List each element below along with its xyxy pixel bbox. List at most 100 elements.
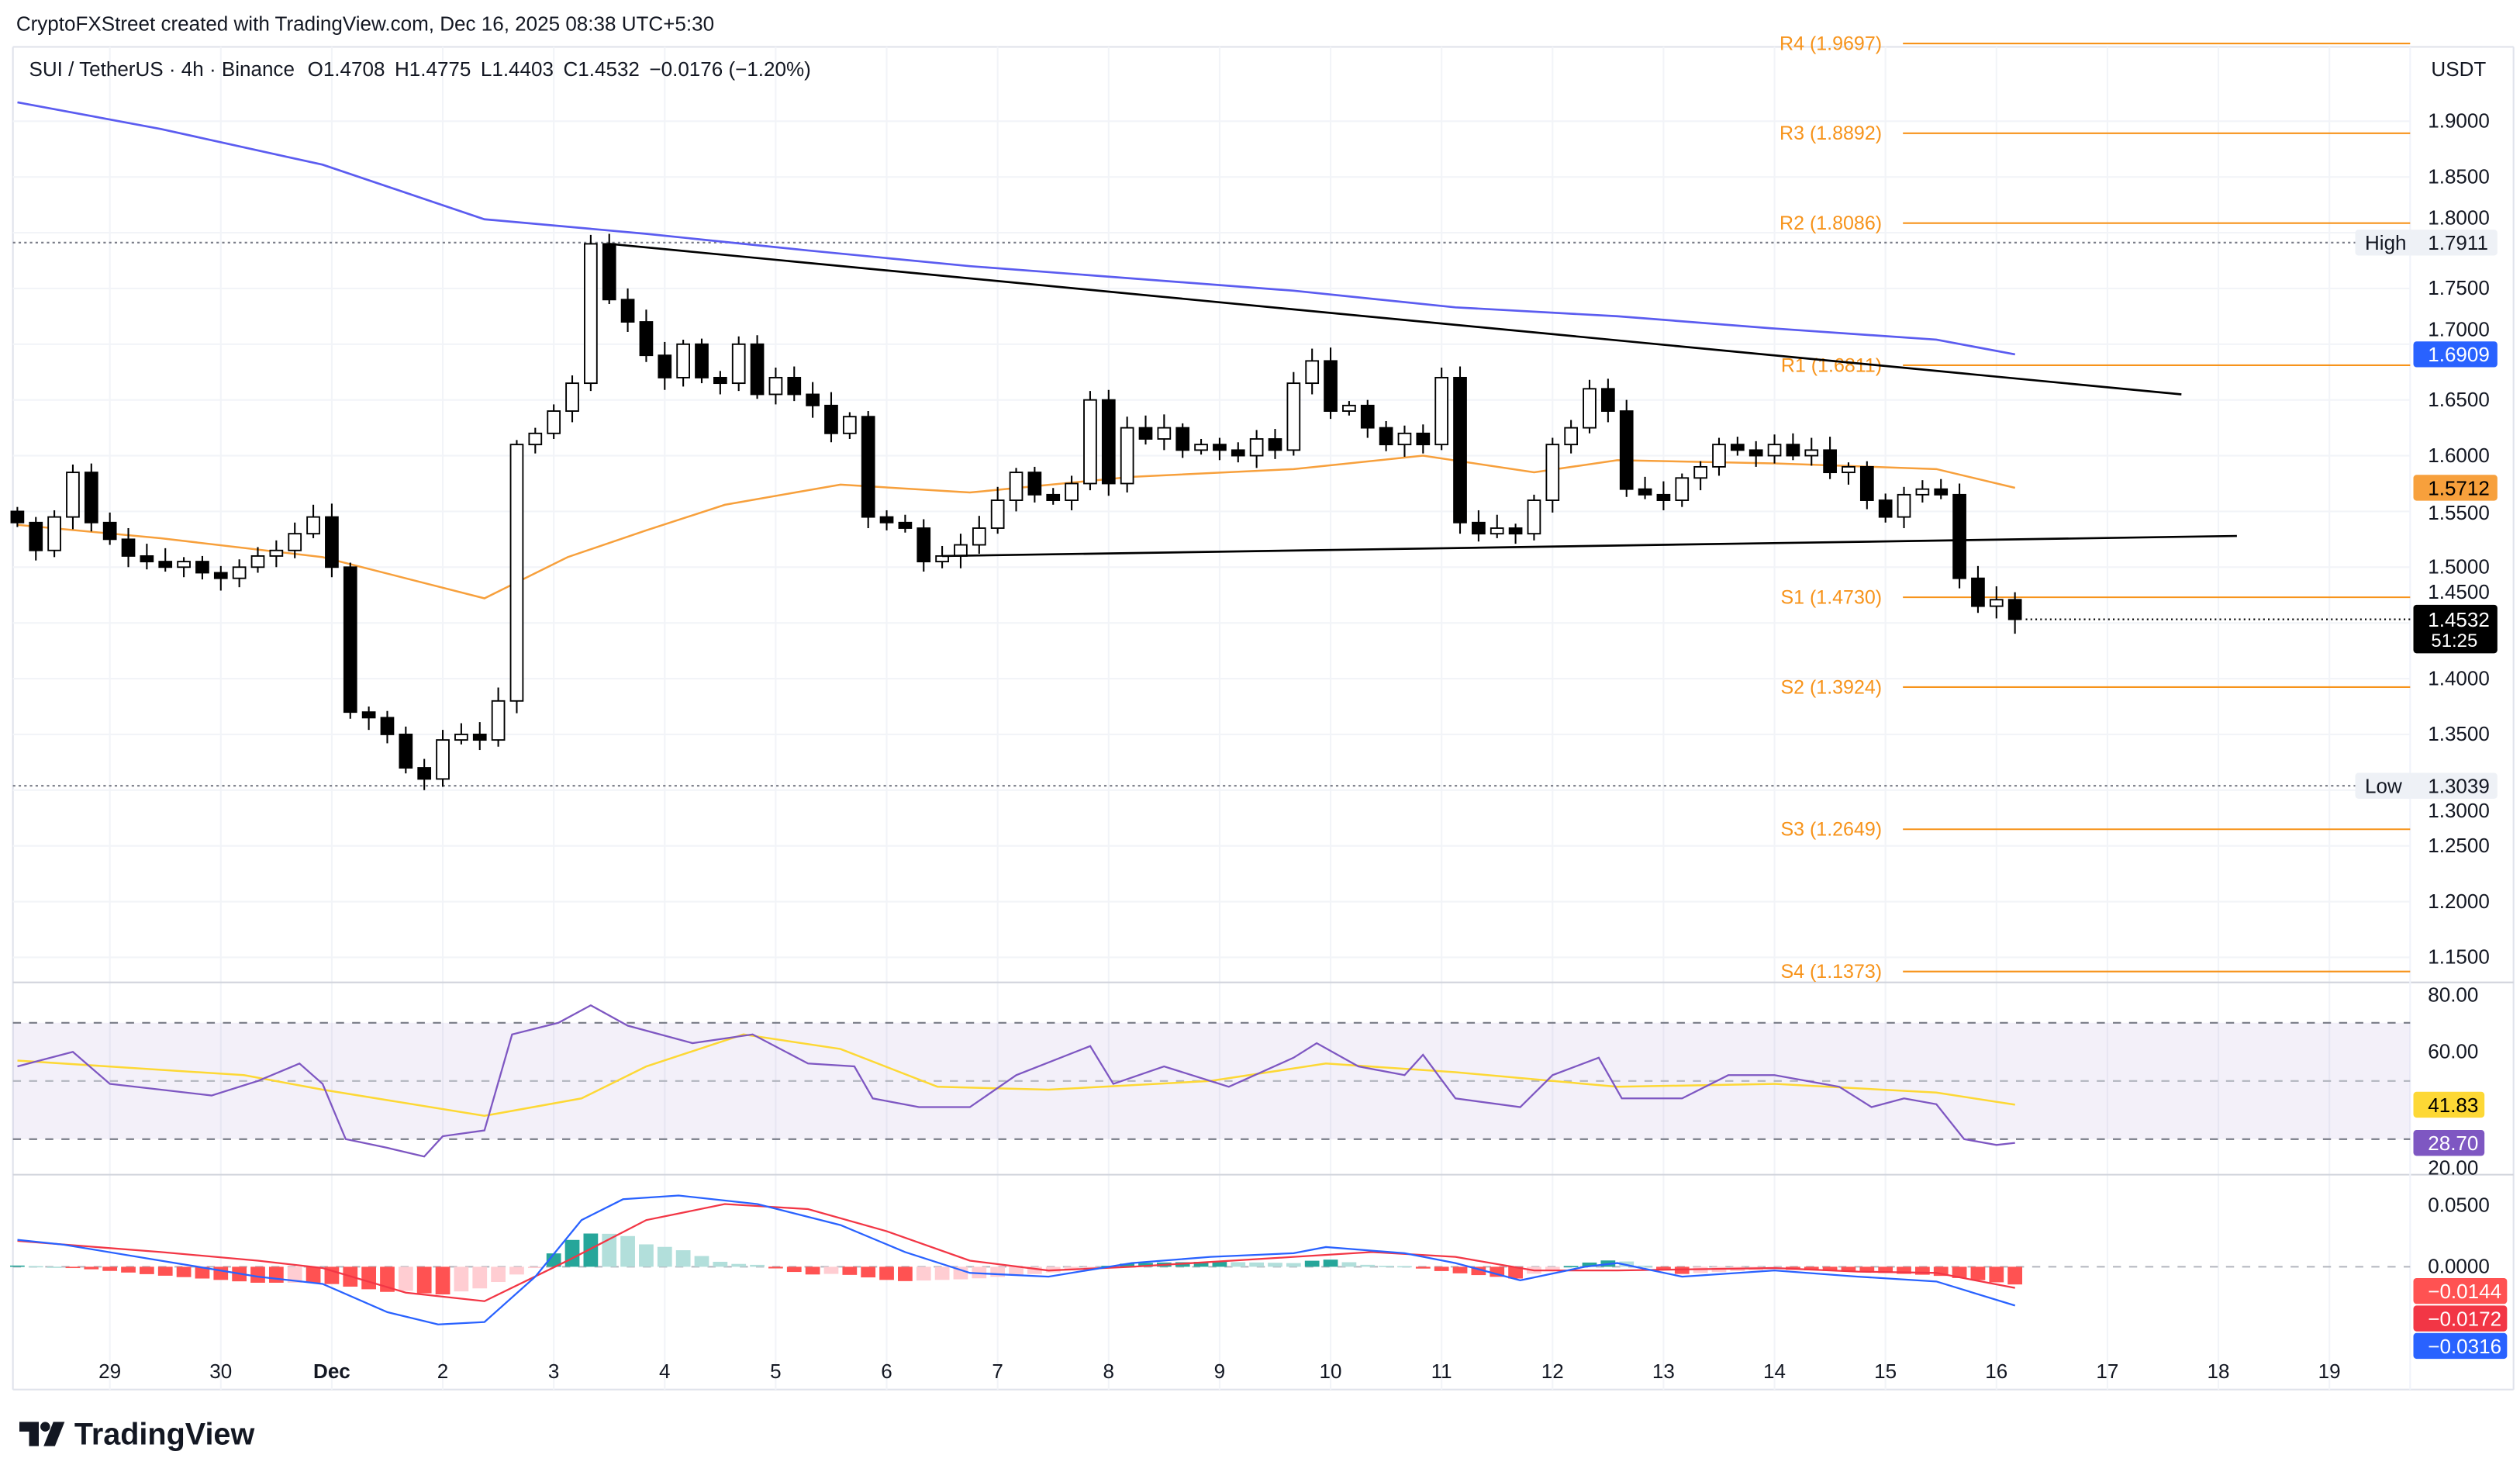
candle[interactable] — [436, 730, 450, 787]
candle[interactable] — [1305, 348, 1320, 395]
price-axis[interactable]: High 1.7911 Low 1.3039 1.6909 1.5712 1.453251:… — [2355, 109, 2508, 1360]
candle[interactable] — [1748, 441, 1763, 467]
macd-badge[interactable]: −0.0316 — [2413, 1332, 2508, 1360]
candle[interactable] — [380, 710, 395, 744]
candle[interactable] — [177, 557, 191, 578]
candle[interactable] — [972, 516, 986, 555]
candle[interactable] — [768, 367, 783, 405]
candle[interactable] — [1027, 466, 1042, 503]
candle[interactable] — [10, 506, 25, 527]
candle[interactable] — [1545, 437, 1560, 513]
candle[interactable] — [917, 519, 931, 572]
candle[interactable] — [232, 559, 247, 588]
candle[interactable] — [1971, 565, 1985, 613]
candle[interactable] — [1101, 389, 1116, 496]
candle[interactable] — [1490, 514, 1504, 538]
candle[interactable] — [2007, 592, 2022, 634]
candle[interactable] — [879, 510, 894, 530]
candle[interactable] — [990, 486, 1005, 534]
candle[interactable] — [1915, 480, 1930, 503]
candle[interactable] — [1897, 486, 1911, 528]
candle[interactable] — [1619, 399, 1634, 497]
candle[interactable] — [1194, 438, 1208, 455]
candle[interactable] — [84, 463, 98, 532]
candle[interactable] — [1046, 488, 1061, 505]
candle[interactable] — [140, 544, 154, 570]
candle[interactable] — [602, 233, 616, 305]
candle[interactable] — [1842, 462, 1855, 485]
candle[interactable] — [1342, 401, 1356, 416]
currency-label[interactable]: USDT — [2431, 57, 2486, 81]
tradingview-logo[interactable]: TradingView — [19, 1418, 254, 1452]
candle[interactable] — [1379, 420, 1393, 451]
candle[interactable] — [1083, 391, 1097, 491]
candle[interactable] — [250, 547, 265, 573]
time-axis[interactable]: 29 30 Dec 2 3 4 5 6 7 8 9 10 11 12 13 14 15 16 17 18 19 — [98, 1360, 2340, 1383]
candle[interactable] — [676, 340, 690, 387]
candle[interactable] — [399, 726, 413, 774]
candle[interactable] — [750, 335, 765, 399]
candle[interactable] — [417, 758, 432, 790]
candle[interactable] — [1712, 437, 1726, 476]
candle[interactable] — [1175, 423, 1190, 458]
candle[interactable] — [1786, 433, 1800, 461]
candle[interactable] — [1878, 493, 1893, 523]
candle[interactable] — [1767, 434, 1782, 464]
candle[interactable] — [1989, 586, 2004, 619]
macd-pane[interactable] — [10, 1194, 2411, 1325]
candle[interactable] — [1268, 429, 1282, 459]
candle[interactable] — [269, 540, 284, 568]
macd-histogram-badge[interactable]: −0.0144 — [2413, 1277, 2508, 1304]
candle[interactable] — [454, 723, 468, 745]
rsi-badge[interactable]: 28.70 — [2413, 1130, 2485, 1156]
candle[interactable] — [658, 341, 672, 390]
candle[interactable] — [1397, 425, 1412, 457]
candle[interactable] — [1472, 510, 1486, 542]
candle[interactable] — [1656, 481, 1671, 510]
candle[interactable] — [1952, 483, 1966, 589]
candle[interactable] — [806, 382, 820, 418]
candle[interactable] — [1416, 424, 1431, 454]
candle[interactable] — [861, 411, 875, 528]
candle[interactable] — [1120, 416, 1134, 492]
candle[interactable] — [1859, 461, 1874, 510]
candle[interactable] — [1360, 399, 1375, 438]
candle[interactable] — [1934, 479, 1949, 499]
candle[interactable] — [1730, 437, 1745, 456]
candle[interactable] — [158, 548, 173, 572]
candle[interactable] — [29, 517, 43, 561]
candle[interactable] — [954, 534, 968, 568]
candle[interactable] — [1638, 476, 1652, 499]
candle[interactable] — [713, 371, 727, 395]
candle[interactable] — [288, 522, 302, 558]
candle[interactable] — [842, 412, 857, 439]
candle[interactable] — [695, 338, 709, 384]
triangle-support-line[interactable] — [942, 534, 2237, 558]
candle[interactable] — [1508, 523, 1523, 544]
ma-long-badge[interactable]: 1.6909 — [2413, 341, 2498, 368]
candle[interactable] — [824, 392, 838, 443]
candle[interactable] — [1009, 468, 1024, 512]
candle[interactable] — [102, 512, 117, 545]
candle[interactable] — [1601, 378, 1615, 423]
candle[interactable] — [528, 427, 543, 454]
candle[interactable] — [1324, 347, 1338, 420]
rsi-pane[interactable] — [12, 1004, 2411, 1158]
candle[interactable] — [1804, 437, 1819, 466]
candle[interactable] — [565, 375, 579, 423]
candle[interactable] — [509, 440, 524, 714]
candle[interactable] — [472, 722, 487, 751]
candle[interactable] — [1138, 415, 1153, 445]
candle[interactable] — [1453, 366, 1467, 534]
candle[interactable] — [1065, 475, 1079, 510]
candle[interactable] — [1527, 494, 1541, 541]
rsi-ma-badge[interactable]: 41.83 — [2413, 1091, 2485, 1118]
candle[interactable] — [1823, 437, 1837, 479]
candle[interactable] — [491, 687, 506, 747]
candle[interactable] — [1675, 473, 1690, 507]
triangle-resistance-line[interactable] — [609, 243, 2182, 396]
candle[interactable] — [195, 555, 209, 580]
symbol-legend[interactable]: SUI / TetherUS · 4h · Binance O1.4708 H1.4… — [29, 57, 811, 81]
